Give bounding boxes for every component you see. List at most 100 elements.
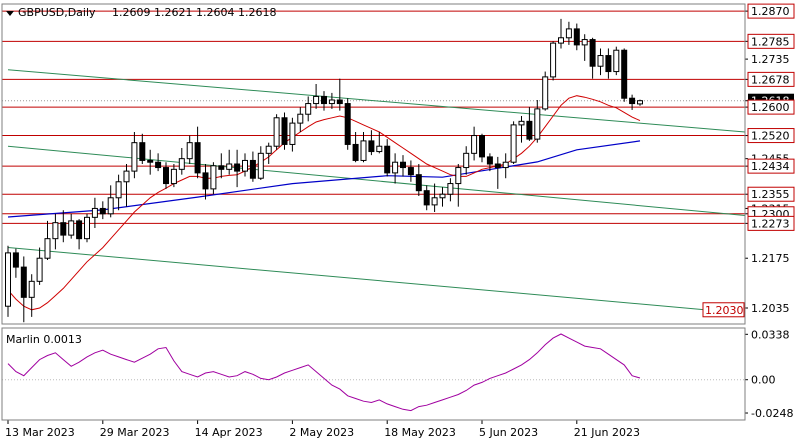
trend-line — [7, 145, 746, 217]
level-price-tag — [747, 71, 795, 87]
candle-body — [289, 122, 296, 145]
candle-body — [510, 124, 517, 163]
candle-body — [637, 100, 643, 105]
candle — [273, 114, 280, 150]
time-tick-label: 5 Jun 2023 — [479, 426, 538, 439]
candle-body — [321, 95, 327, 105]
candle-body — [60, 222, 67, 236]
candle-body — [131, 142, 138, 172]
candle-body — [28, 280, 35, 298]
candle-body — [328, 99, 335, 105]
oscillator-pane: 0.0338 0.00 -0.0248 — [2, 328, 793, 420]
candle-body — [123, 170, 130, 183]
candle — [597, 48, 604, 76]
candle — [36, 247, 43, 285]
target-label: 1.2030 — [705, 304, 744, 317]
candle-body — [170, 168, 177, 185]
candle-body — [376, 145, 383, 153]
candle — [463, 146, 470, 175]
candle — [20, 256, 27, 323]
candle-body — [91, 207, 98, 218]
candle-body — [621, 49, 628, 99]
candle — [99, 201, 106, 220]
oscillator-line — [7, 333, 641, 412]
candle — [242, 153, 248, 177]
candle — [589, 37, 596, 79]
chart-frame — [1, 3, 746, 421]
candle-body — [407, 167, 414, 176]
candle — [550, 41, 557, 81]
candle-body — [99, 207, 106, 215]
price-tick-label: 1.2175 — [751, 252, 790, 265]
time-tick-label: 14 Apr 2023 — [195, 426, 263, 439]
candle — [502, 153, 509, 179]
candle-body — [384, 145, 391, 174]
time-axis: 13 Mar 2023 29 Mar 2023 14 Apr 2023 2 May 2… — [5, 420, 640, 439]
candle-body — [502, 161, 509, 169]
candle-body — [494, 163, 501, 169]
candle-body — [115, 181, 122, 199]
level-price-label: 1.2434 — [751, 160, 790, 173]
moving-averages — [7, 95, 641, 311]
candle — [249, 151, 256, 182]
candle-body — [107, 197, 114, 215]
candle-body — [415, 174, 422, 192]
candle — [360, 132, 367, 163]
candle-body — [265, 145, 272, 154]
candle-body — [352, 143, 359, 161]
time-tick-label: 21 Jun 2023 — [574, 426, 640, 439]
candle-body — [565, 28, 572, 39]
candle-body — [297, 113, 304, 124]
candle — [52, 213, 59, 250]
oscillator-pane-border — [1, 327, 746, 421]
trend-line — [7, 247, 746, 314]
candle-body — [20, 266, 27, 298]
candle-body — [194, 142, 201, 174]
candle-body — [68, 220, 75, 236]
collapse-triangle-icon[interactable] — [6, 11, 14, 16]
candle — [392, 153, 399, 184]
candle — [210, 162, 217, 195]
candle — [613, 46, 620, 76]
candle-body — [368, 140, 375, 153]
candle-body — [210, 165, 217, 190]
candle — [139, 133, 146, 164]
candle — [352, 132, 359, 163]
level-price-label: 1.2600 — [751, 101, 790, 114]
level-price-tag — [747, 186, 795, 202]
chart-header: GBPUSD,Daily 1.2609 1.2621 1.2604 1.2618 — [6, 6, 276, 19]
level-price-label: 1.2273 — [751, 217, 790, 230]
candle-body — [542, 76, 549, 110]
candle-body — [629, 97, 636, 105]
candle — [558, 18, 564, 49]
level-price-label: 1.2355 — [751, 188, 790, 201]
oscillator-title: Marlin 0.0013 — [6, 333, 82, 346]
candle-body — [400, 161, 406, 169]
candle — [297, 107, 304, 132]
ma-fast-line — [7, 95, 641, 311]
candle-body — [336, 99, 343, 105]
candle — [431, 183, 438, 212]
candle-body — [36, 257, 43, 282]
price-pane-border — [1, 3, 746, 325]
candles — [5, 18, 643, 323]
candle-body — [12, 252, 19, 268]
candle — [455, 164, 462, 207]
candle — [305, 96, 312, 122]
candle-body — [573, 28, 580, 46]
candle — [637, 99, 643, 106]
trend-line — [7, 69, 746, 133]
time-tick-label: 18 May 2023 — [384, 426, 456, 439]
candle — [313, 84, 320, 109]
candle — [170, 164, 177, 188]
candle — [565, 21, 572, 45]
candle-body — [613, 49, 620, 73]
candle-body — [257, 152, 264, 179]
candle — [629, 94, 636, 110]
oscillator-series — [2, 333, 745, 412]
candle-body — [5, 252, 11, 307]
candle-body — [281, 117, 288, 145]
candle — [573, 23, 580, 51]
candle-body — [52, 222, 59, 240]
